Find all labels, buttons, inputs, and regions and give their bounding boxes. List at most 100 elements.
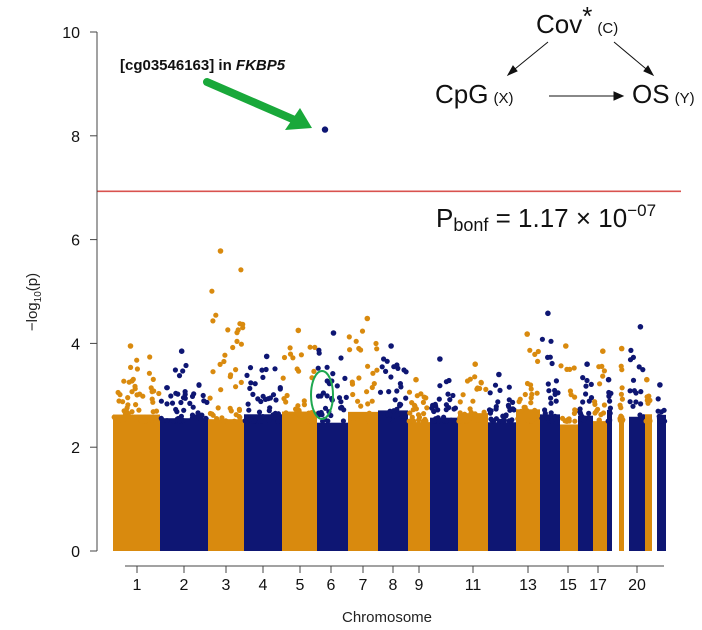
- snp-point: [410, 407, 416, 413]
- chrom-8-peak-point: [388, 343, 394, 349]
- snp-point: [528, 386, 534, 392]
- snp-point: [209, 288, 215, 294]
- snp-point: [618, 391, 625, 397]
- snp-point: [133, 417, 139, 423]
- snp-point: [369, 384, 375, 391]
- snp-point: [388, 374, 394, 380]
- x-axis-ticks: 1 2 3 4 5 6 7 8 9 11 13 15 17 20: [133, 566, 646, 594]
- x-tick-label: 2: [180, 577, 189, 594]
- snp-point: [443, 418, 449, 424]
- snp-point: [592, 401, 598, 407]
- chrom-22-block: [657, 414, 666, 551]
- snp-point: [210, 369, 216, 375]
- snp-point: [445, 391, 451, 397]
- snp-point: [638, 401, 644, 407]
- snp-point: [386, 416, 392, 422]
- snp-point: [272, 410, 278, 416]
- dag-arrow-cov-cpg: [509, 41, 549, 74]
- snp-point: [371, 381, 377, 387]
- snp-point: [465, 417, 471, 423]
- snp-point: [511, 407, 517, 413]
- snp-point: [238, 379, 244, 385]
- chrom-11-peak-point: [472, 361, 479, 368]
- snp-point: [316, 350, 322, 356]
- snp-point: [257, 418, 263, 424]
- dag-node-cov: Cov* (C): [536, 1, 618, 39]
- chrom-10-peak-point: [437, 356, 443, 362]
- snp-point: [295, 403, 301, 409]
- snp-point: [359, 328, 366, 334]
- top-hit-point: [321, 126, 329, 133]
- snp-point: [234, 338, 240, 344]
- snp-point: [356, 375, 362, 381]
- chrom-13-peak-point: [524, 331, 530, 337]
- snp-point: [443, 402, 449, 408]
- snp-point: [374, 346, 380, 352]
- chrom-20-block: [629, 416, 645, 551]
- dag-node-os: OS (Y): [632, 79, 695, 109]
- snp-point: [172, 367, 178, 373]
- snp-point: [636, 418, 642, 424]
- snp-point: [472, 413, 478, 419]
- snp-point: [627, 388, 633, 394]
- snp-point: [244, 372, 250, 378]
- chrom-3-block: [208, 419, 244, 551]
- chrom-4-block: [244, 414, 282, 551]
- snp-point: [483, 386, 489, 392]
- snp-point: [260, 374, 266, 380]
- snp-point: [263, 366, 269, 373]
- snp-point: [286, 418, 292, 424]
- chrom-15-peak-point: [563, 343, 569, 349]
- chrom-13-block: [516, 409, 540, 551]
- snp-point: [238, 267, 244, 273]
- y-tick-label: 8: [71, 129, 80, 146]
- dag-arrowhead-cov-os: [643, 65, 655, 77]
- snp-point: [381, 356, 387, 362]
- snp-point: [407, 410, 413, 416]
- snp-point: [607, 410, 613, 416]
- snp-point: [277, 386, 283, 392]
- x-tick-label: 8: [389, 577, 398, 594]
- x-tick-label: 4: [259, 577, 268, 594]
- snp-point: [303, 413, 310, 419]
- y-axis-title: −log10(p): [24, 273, 44, 331]
- chrom-22-peak-point: [657, 382, 663, 388]
- top-hit-annotation: [cg03546163] in FKBP5: [120, 57, 286, 74]
- snp-point: [183, 362, 189, 369]
- snp-point: [600, 373, 606, 379]
- snp-point: [352, 413, 358, 419]
- snp-point: [330, 371, 336, 377]
- snp-point: [539, 336, 546, 342]
- snp-point: [619, 396, 626, 402]
- snp-point: [515, 416, 521, 422]
- snp-point: [180, 368, 186, 374]
- snp-point: [270, 392, 277, 398]
- snp-point: [416, 414, 423, 420]
- snp-point: [573, 408, 579, 414]
- snp-point: [608, 390, 614, 396]
- snp-point: [481, 416, 487, 422]
- snp-point: [528, 400, 534, 406]
- chrom-4-peak-point: [263, 353, 270, 360]
- snp-point: [227, 405, 233, 411]
- snp-point: [315, 365, 321, 371]
- snp-point: [189, 415, 195, 421]
- snp-point: [349, 381, 356, 387]
- snp-point: [506, 404, 512, 410]
- snp-point: [298, 352, 304, 358]
- snp-point: [549, 418, 555, 424]
- snp-point: [218, 387, 224, 393]
- snp-point: [406, 389, 413, 395]
- cov-asterisk: *: [582, 1, 592, 31]
- chrom-14-peak-point: [545, 310, 551, 317]
- snp-point: [468, 409, 474, 415]
- snp-point: [580, 375, 586, 381]
- snp-point: [451, 406, 457, 412]
- snp-point: [322, 405, 329, 411]
- snp-point: [369, 398, 375, 404]
- chrom-12-block: [488, 422, 516, 551]
- snp-point: [284, 392, 290, 399]
- snp-point: [448, 417, 454, 423]
- snp-point: [548, 338, 554, 344]
- snp-point: [571, 365, 577, 371]
